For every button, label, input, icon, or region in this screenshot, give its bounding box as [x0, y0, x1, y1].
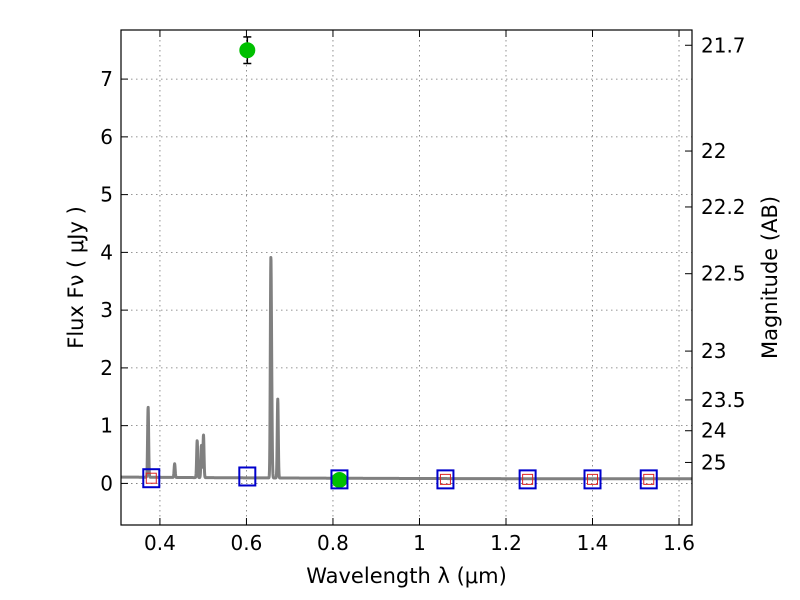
x-tick-label: 1.4 — [577, 531, 609, 555]
x-tick-label: 1 — [413, 531, 426, 555]
mag-tick-label: 23.5 — [701, 388, 746, 412]
observed-flux-point — [331, 471, 348, 488]
y-tick-label: 0 — [100, 471, 113, 495]
y-tick-label: 6 — [100, 125, 113, 149]
model-square-marker — [238, 466, 257, 487]
x-tick-label: 1.2 — [490, 531, 522, 555]
x-tick-label: 1.6 — [663, 531, 695, 555]
mag-tick-label: 25 — [701, 450, 726, 474]
y-tick-label: 4 — [100, 240, 113, 264]
mag-tick-label: 21.7 — [701, 33, 746, 57]
y-tick-label: 3 — [100, 298, 113, 322]
model-inner-marker — [439, 473, 451, 485]
grid — [121, 30, 692, 525]
model-square-marker — [330, 469, 349, 490]
x-tick-label: 0.8 — [317, 531, 349, 555]
observed-flux-point — [239, 42, 256, 59]
model-square-marker — [639, 469, 658, 490]
plot-frame — [120, 29, 693, 526]
spectrum-line — [119, 256, 694, 481]
model-inner-marker — [643, 473, 655, 485]
y-tick-label: 5 — [100, 183, 113, 207]
spectrum-layer — [119, 256, 694, 481]
model-square-marker — [436, 469, 455, 490]
mag-tick-label: 22.2 — [701, 195, 746, 219]
mag-tick-label: 22.5 — [701, 262, 746, 286]
mag-tick-label: 22 — [701, 139, 726, 163]
y-axis-title: Flux Fν ( μJy ) — [64, 206, 88, 349]
mag-tick-label: 23 — [701, 339, 726, 363]
y-tick-label: 2 — [100, 356, 113, 380]
ticks-layer: 0.4 0.6 0.8 1 1.2 1.4 1.60123456721.72222.222.… — [100, 30, 746, 555]
points-layer — [142, 36, 658, 490]
mag-tick-label: 24 — [701, 419, 726, 443]
x-axis-title: Wavelength λ (μm) — [306, 564, 507, 588]
model-inner-marker — [145, 472, 157, 484]
model-inner-marker — [587, 473, 599, 485]
model-inner-marker — [522, 473, 534, 485]
model-square-marker — [142, 468, 161, 489]
y-tick-label: 7 — [100, 67, 113, 91]
y2-axis-title: Magnitude (AB) — [758, 196, 782, 359]
y-tick-label: 1 — [100, 414, 113, 438]
x-tick-label: 0.4 — [144, 531, 176, 555]
model-square-marker — [583, 469, 602, 490]
x-tick-label: 0.6 — [231, 531, 263, 555]
model-square-marker — [518, 469, 537, 490]
